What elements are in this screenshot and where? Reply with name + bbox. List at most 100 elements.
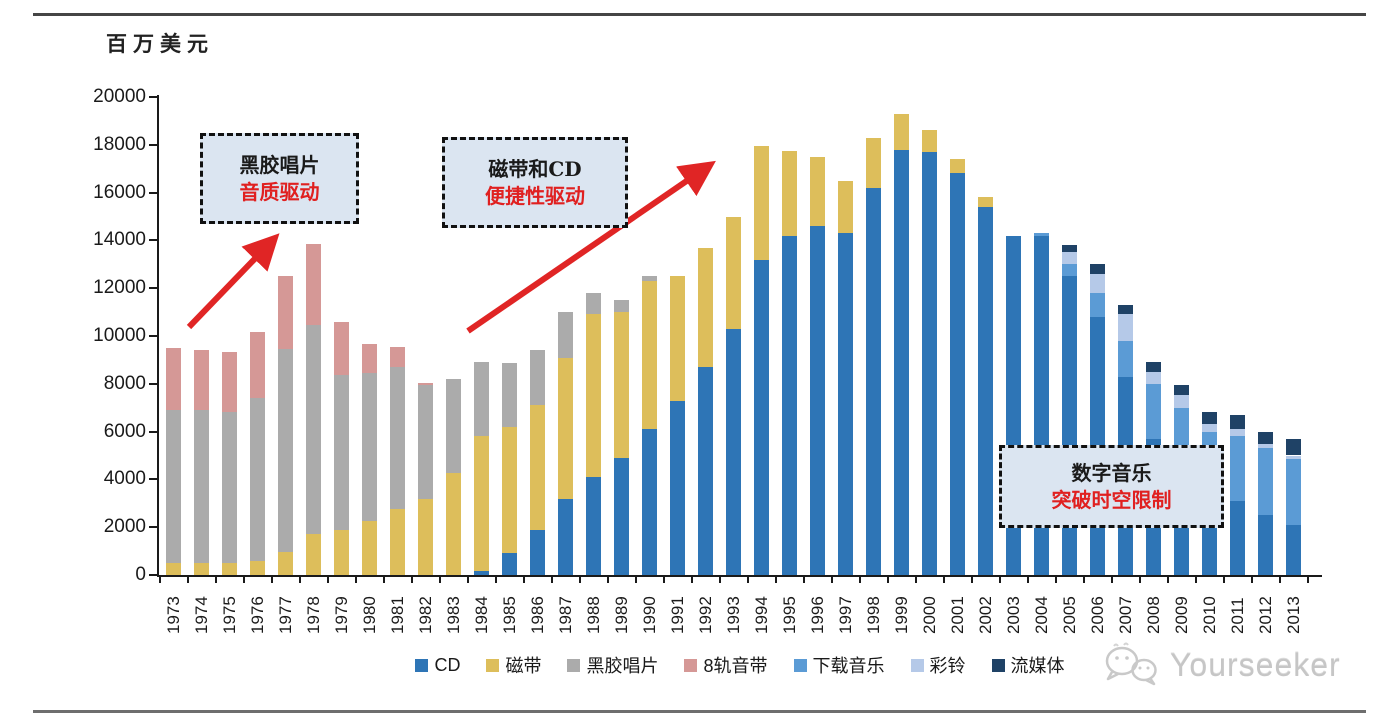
x-tick xyxy=(775,576,777,583)
bar-segment-cd-2011 xyxy=(1229,500,1245,575)
y-tick xyxy=(149,287,158,290)
x-tick-label: 2008 xyxy=(1144,596,1163,634)
bar-segment-cd-1984 xyxy=(473,571,489,575)
x-tick-label: 2012 xyxy=(1256,596,1275,634)
bar-segment-cd-1991 xyxy=(669,400,685,575)
y-tick-label: 20000 xyxy=(93,86,146,107)
bar-segment-eight-track-1982 xyxy=(417,382,433,385)
bar-segment-cd-1988 xyxy=(585,477,601,575)
bar-segment-cassette-1997 xyxy=(837,180,853,234)
x-tick-label: 1985 xyxy=(500,596,519,634)
bar-segment-eight-track-1978 xyxy=(305,243,321,326)
bar-segment-ringtone-2010 xyxy=(1201,424,1217,432)
x-tick-label: 2007 xyxy=(1116,596,1135,634)
annotation-digital-title: 数字音乐 xyxy=(1071,460,1152,485)
y-tick-label: 18000 xyxy=(93,133,146,155)
x-tick-label: 2013 xyxy=(1284,596,1303,634)
bar-segment-cassette-1983 xyxy=(445,473,461,575)
y-tick-label: 4000 xyxy=(103,468,146,490)
x-tick-label: 2009 xyxy=(1172,596,1191,634)
bar-segment-vinyl-1977 xyxy=(277,349,293,553)
x-tick-label: 1978 xyxy=(304,596,323,634)
bar-segment-vinyl-1989 xyxy=(613,300,629,313)
x-tick xyxy=(495,576,497,583)
bar-segment-ringtone-2012 xyxy=(1257,443,1273,449)
bar-segment-download-2011 xyxy=(1229,436,1245,501)
x-tick-label: 1973 xyxy=(164,596,183,634)
bar-segment-streaming-2009 xyxy=(1173,384,1189,395)
y-tick-label: 8000 xyxy=(103,372,146,394)
y-axis xyxy=(157,95,159,577)
x-tick xyxy=(355,576,357,583)
x-tick-label: 1981 xyxy=(388,596,407,634)
bar-segment-ringtone-2005 xyxy=(1061,252,1077,265)
bar-segment-vinyl-1985 xyxy=(501,363,517,427)
x-tick xyxy=(271,576,273,583)
bar-segment-cd-2005 xyxy=(1061,276,1077,575)
x-tick xyxy=(1027,576,1029,583)
bar-segment-cd-2000 xyxy=(921,151,937,575)
legend-swatch-ringtone xyxy=(910,658,924,672)
y-tick xyxy=(149,430,158,433)
y-tick xyxy=(149,239,158,242)
legend-label-ringtone: 彩铃 xyxy=(929,656,966,676)
x-tick xyxy=(187,576,189,583)
x-tick xyxy=(1279,576,1281,583)
x-tick-label: 1991 xyxy=(668,596,687,634)
bar-segment-cd-1997 xyxy=(837,233,853,575)
x-tick-label: 2003 xyxy=(1004,596,1023,634)
bar-segment-streaming-2007 xyxy=(1117,304,1133,315)
bar-segment-cassette-1979 xyxy=(333,529,349,575)
annotation-box-vinyl: 黑胶唱片 音质驱动 xyxy=(200,133,359,224)
bar-segment-eight-track-1975 xyxy=(221,351,237,413)
bar-segment-vinyl-1988 xyxy=(585,292,601,315)
vinyl-growth-arrow xyxy=(186,233,280,330)
x-tick-label: 1998 xyxy=(864,596,883,634)
legend-label-cd: CD xyxy=(434,654,461,675)
bar-segment-cd-1992 xyxy=(697,367,713,575)
bar-segment-cd-2012 xyxy=(1257,515,1273,575)
y-tick-label: 2000 xyxy=(103,516,146,538)
legend-item-download: 下载音乐 xyxy=(793,652,885,678)
bar-segment-vinyl-1983 xyxy=(445,379,461,474)
legend-swatch-eight-track xyxy=(684,658,698,672)
y-tick-label: 0 xyxy=(135,564,146,585)
x-tick xyxy=(1251,576,1253,583)
x-tick xyxy=(635,576,637,583)
legend-label-cassette: 磁带 xyxy=(505,656,542,676)
bar-segment-cassette-1975 xyxy=(221,563,237,575)
bar-segment-eight-track-1974 xyxy=(193,350,209,411)
x-tick xyxy=(439,576,441,583)
bar-segment-cd-1994 xyxy=(753,259,769,575)
bar-segment-cassette-1982 xyxy=(417,498,433,575)
legend-swatch-cassette xyxy=(486,658,500,672)
annotation-cassette-cd-subtitle: 便捷性驱动 xyxy=(485,183,585,208)
x-tick xyxy=(719,576,721,583)
x-tick xyxy=(467,576,469,583)
x-axis xyxy=(157,575,1322,577)
bar-segment-cassette-1978 xyxy=(305,534,321,575)
x-tick xyxy=(1139,576,1141,583)
bar-segment-download-2012 xyxy=(1257,448,1273,516)
x-tick xyxy=(999,576,1001,583)
x-tick-label: 1986 xyxy=(528,596,547,634)
legend: CD 磁带 黑胶唱片 8轨音带 下载音乐 彩铃 流媒体 xyxy=(158,652,1322,678)
bar-segment-eight-track-1976 xyxy=(249,332,265,399)
x-tick xyxy=(747,576,749,583)
x-tick-label: 1974 xyxy=(192,596,211,634)
bar-segment-cd-1985 xyxy=(501,553,517,575)
legend-label-vinyl: 黑胶唱片 xyxy=(586,656,659,676)
bar-segment-streaming-2005 xyxy=(1061,245,1077,253)
y-tick xyxy=(149,143,158,146)
x-tick xyxy=(215,576,217,583)
x-tick-label: 1982 xyxy=(416,596,435,634)
x-tick-label: 1977 xyxy=(276,596,295,634)
legend-item-vinyl: 黑胶唱片 xyxy=(567,652,658,678)
bar-segment-eight-track-1980 xyxy=(361,344,377,374)
bar-segment-cd-2013 xyxy=(1285,524,1301,575)
bar-segment-ringtone-2006 xyxy=(1089,273,1105,293)
x-tick-label: 1980 xyxy=(360,596,379,634)
y-tick xyxy=(149,478,158,481)
x-tick xyxy=(915,576,917,583)
x-tick-label: 1997 xyxy=(836,596,855,634)
